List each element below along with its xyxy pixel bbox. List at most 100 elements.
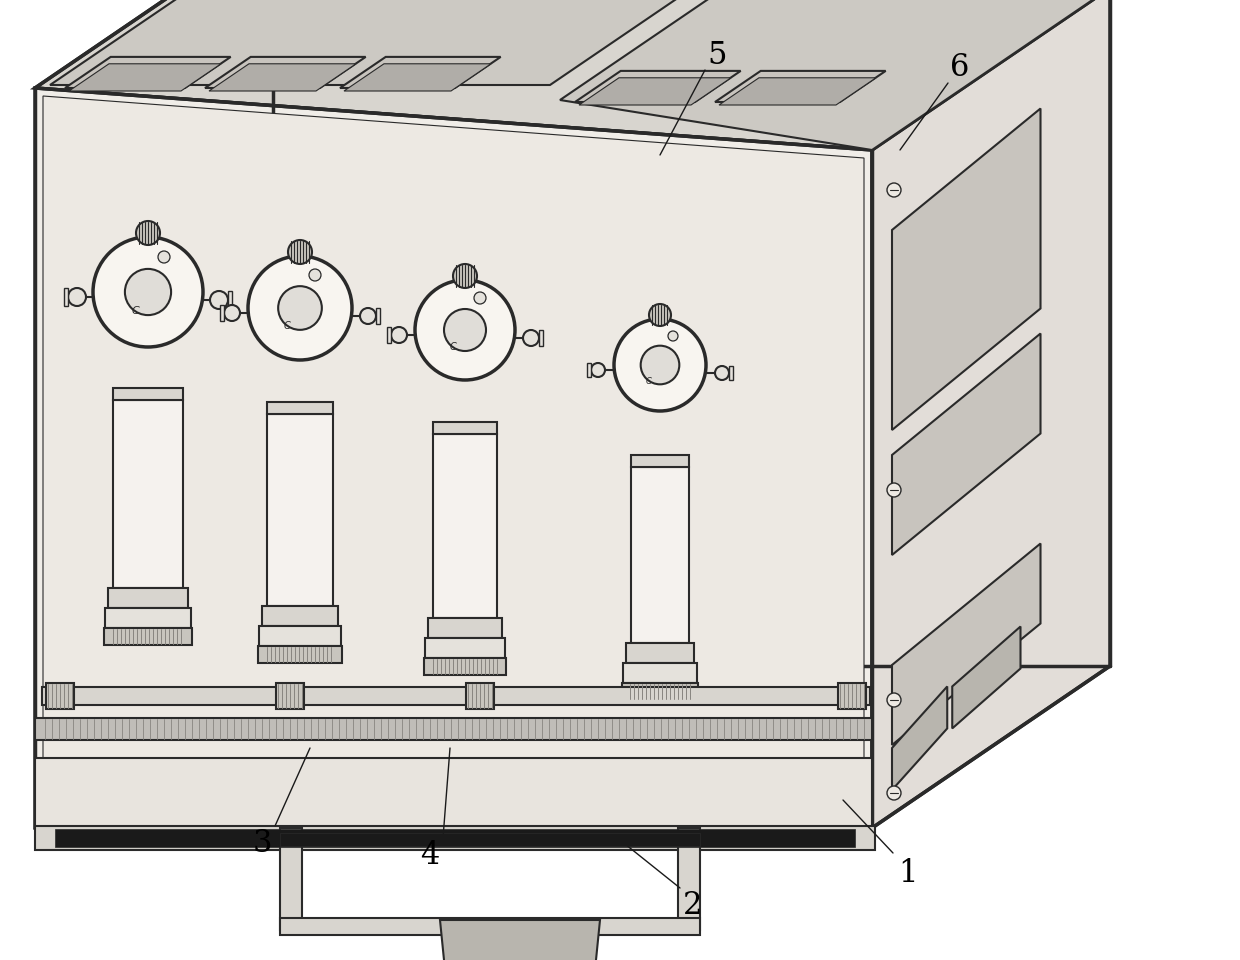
- Polygon shape: [104, 628, 192, 645]
- Circle shape: [591, 363, 605, 377]
- Polygon shape: [228, 291, 232, 309]
- Circle shape: [523, 330, 539, 346]
- Text: 1: 1: [898, 857, 918, 889]
- Circle shape: [309, 269, 321, 281]
- Text: 2: 2: [683, 890, 703, 921]
- Polygon shape: [631, 455, 689, 467]
- Polygon shape: [428, 618, 502, 638]
- Polygon shape: [719, 78, 875, 105]
- Polygon shape: [729, 366, 733, 380]
- Text: C: C: [450, 342, 456, 352]
- Polygon shape: [35, 0, 1110, 150]
- Text: C: C: [646, 376, 652, 386]
- Polygon shape: [376, 308, 379, 324]
- Circle shape: [224, 305, 241, 321]
- Polygon shape: [892, 108, 1040, 430]
- Polygon shape: [113, 400, 184, 588]
- Circle shape: [248, 256, 352, 360]
- Text: 3: 3: [252, 828, 272, 858]
- Polygon shape: [46, 683, 74, 709]
- Polygon shape: [55, 829, 856, 847]
- Polygon shape: [715, 71, 885, 102]
- Polygon shape: [64, 57, 231, 88]
- Circle shape: [474, 292, 486, 304]
- Polygon shape: [205, 57, 366, 88]
- Polygon shape: [579, 78, 732, 105]
- Polygon shape: [678, 828, 701, 930]
- Polygon shape: [35, 826, 875, 850]
- Polygon shape: [425, 638, 505, 658]
- Circle shape: [453, 264, 477, 288]
- Polygon shape: [424, 658, 506, 675]
- Polygon shape: [219, 305, 224, 321]
- Polygon shape: [267, 402, 334, 414]
- Polygon shape: [108, 588, 188, 608]
- Polygon shape: [622, 683, 698, 700]
- Polygon shape: [631, 467, 689, 643]
- Polygon shape: [280, 833, 701, 846]
- Circle shape: [68, 288, 86, 306]
- Polygon shape: [587, 363, 591, 377]
- Text: 5: 5: [707, 39, 727, 70]
- Text: C: C: [284, 321, 290, 331]
- Polygon shape: [440, 920, 600, 960]
- Circle shape: [360, 308, 376, 324]
- Circle shape: [136, 221, 160, 245]
- Polygon shape: [280, 828, 303, 930]
- Circle shape: [649, 304, 671, 326]
- Circle shape: [715, 366, 729, 380]
- Polygon shape: [575, 71, 740, 102]
- Polygon shape: [50, 0, 787, 85]
- Circle shape: [444, 309, 486, 351]
- Polygon shape: [433, 434, 497, 618]
- Polygon shape: [626, 643, 694, 663]
- Polygon shape: [35, 88, 872, 828]
- Circle shape: [93, 237, 203, 347]
- Circle shape: [125, 269, 171, 315]
- Polygon shape: [872, 0, 1110, 828]
- Polygon shape: [340, 57, 501, 88]
- Circle shape: [887, 786, 901, 800]
- Polygon shape: [343, 63, 491, 91]
- Polygon shape: [267, 414, 334, 606]
- Polygon shape: [277, 683, 304, 709]
- Polygon shape: [210, 63, 356, 91]
- Circle shape: [668, 331, 678, 341]
- Polygon shape: [433, 422, 497, 434]
- Circle shape: [887, 483, 901, 497]
- Polygon shape: [64, 288, 68, 306]
- Polygon shape: [838, 683, 866, 709]
- Circle shape: [210, 291, 228, 309]
- Polygon shape: [35, 718, 872, 740]
- Polygon shape: [259, 626, 341, 646]
- Polygon shape: [539, 330, 543, 346]
- Polygon shape: [387, 327, 391, 343]
- Polygon shape: [560, 0, 1110, 150]
- Polygon shape: [69, 63, 221, 91]
- Polygon shape: [622, 663, 697, 683]
- Circle shape: [641, 346, 680, 384]
- Circle shape: [887, 693, 901, 707]
- Polygon shape: [892, 686, 947, 790]
- Circle shape: [614, 319, 706, 411]
- Polygon shape: [280, 918, 701, 935]
- Polygon shape: [892, 543, 1040, 745]
- Polygon shape: [952, 627, 1021, 729]
- Circle shape: [415, 280, 515, 380]
- Text: 4: 4: [420, 839, 440, 871]
- Text: 6: 6: [950, 53, 970, 84]
- Circle shape: [391, 327, 407, 343]
- Polygon shape: [43, 96, 864, 820]
- Polygon shape: [42, 687, 870, 705]
- Text: C: C: [131, 306, 139, 316]
- Circle shape: [157, 251, 170, 263]
- Polygon shape: [262, 606, 339, 626]
- Polygon shape: [258, 646, 342, 663]
- Circle shape: [887, 183, 901, 197]
- Polygon shape: [466, 683, 494, 709]
- Polygon shape: [113, 388, 184, 400]
- Circle shape: [278, 286, 322, 330]
- Polygon shape: [105, 608, 191, 628]
- Circle shape: [288, 240, 312, 264]
- Polygon shape: [892, 333, 1040, 555]
